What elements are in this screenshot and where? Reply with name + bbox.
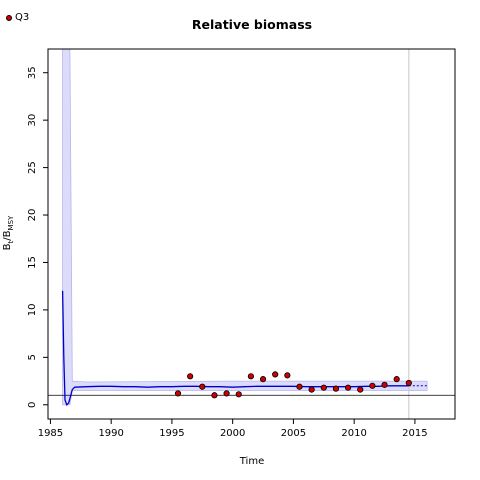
plot-frame: [47, 48, 456, 420]
x-tick-label: 1990: [98, 428, 123, 439]
data-point-q3: [187, 373, 194, 380]
data-point-q3: [332, 385, 340, 392]
legend-label-q3: Q3: [15, 12, 30, 23]
x-tick-label: 2005: [281, 428, 306, 439]
y-axis: 0 5 10 15 20 25 30 35: [27, 66, 48, 408]
data-point-q3: [235, 391, 242, 398]
data-point-q3: [308, 386, 315, 393]
legend-marker-q3: [6, 14, 12, 21]
data-point-q3: [296, 383, 303, 390]
data-point-q3: [405, 379, 412, 387]
chart-title: Relative biomass: [192, 17, 312, 32]
x-tick-label: 1985: [38, 428, 63, 439]
data-point-q3: [259, 376, 267, 383]
data-point-q3: [344, 384, 352, 391]
y-tick-label: 0: [27, 402, 38, 408]
x-tick-label: 2010: [341, 428, 366, 439]
x-axis-label: Time: [239, 456, 264, 467]
y-tick-label: 30: [27, 114, 38, 127]
data-point-q3: [284, 372, 291, 379]
y-tick-label: 15: [27, 256, 38, 269]
data-point-q3: [393, 376, 400, 383]
x-tick-label: 1995: [159, 428, 184, 439]
y-tick-label: 25: [27, 161, 38, 174]
x-tick-label: 2000: [220, 428, 245, 439]
data-point-q3: [369, 382, 376, 389]
data-point-q3: [223, 390, 230, 397]
index-points-layer: [174, 371, 412, 399]
data-point-q3: [199, 383, 206, 390]
y-tick-label: 5: [27, 354, 38, 360]
data-point-q3: [247, 373, 254, 380]
data-point-q3: [357, 386, 364, 393]
data-point-q3: [272, 371, 279, 378]
y-tick-label: 35: [27, 66, 38, 79]
legend: Q3: [6, 12, 29, 23]
data-point-q3: [211, 392, 218, 399]
data-point-q3: [381, 381, 388, 388]
confidence-band: [62, 48, 428, 406]
confidence-band-layer: [62, 48, 428, 406]
y-axis-label: Bt/BMSY: [2, 215, 15, 250]
x-axis: 1985 1990 1995 2000 2005 2010 2015: [38, 419, 428, 439]
y-tick-label: 10: [27, 304, 38, 317]
data-point-q3: [174, 390, 182, 397]
y-tick-label: 20: [27, 209, 38, 222]
x-tick-label: 2015: [402, 428, 427, 439]
data-point-q3: [320, 384, 327, 391]
